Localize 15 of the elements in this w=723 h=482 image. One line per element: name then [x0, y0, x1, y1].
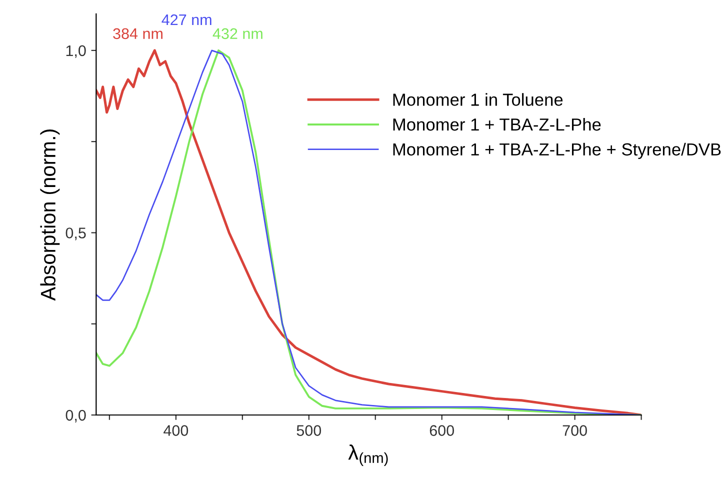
y-axis-title: Absorption (norm.) — [40, 130, 60, 301]
x-tick-label: 400 — [164, 425, 188, 436]
annotation: 427 nm — [162, 14, 212, 26]
annotation: 432 nm — [212, 28, 262, 40]
legend-label: Monomer 1 in Toluene — [393, 93, 563, 106]
x-axis-title: λ$_{(nm)}$ — [348, 444, 388, 466]
y-tick-label: 1,0 — [66, 45, 86, 58]
x-tick-label: 500 — [296, 425, 322, 436]
x-tick-label: 600 — [430, 425, 454, 436]
y-tick-label: 0,5 — [66, 228, 86, 240]
legend-label: Monomer 1 + TBA-Z-L-Phe + Styrene/DVB — [393, 142, 721, 160]
legend-label: Monomer 1 + TBA-Z-L-Phe — [393, 118, 601, 131]
x-tick-label: 700 — [562, 425, 587, 436]
annotation: 384 nm — [113, 28, 162, 40]
y-tick-label: 0,0 — [66, 410, 86, 422]
